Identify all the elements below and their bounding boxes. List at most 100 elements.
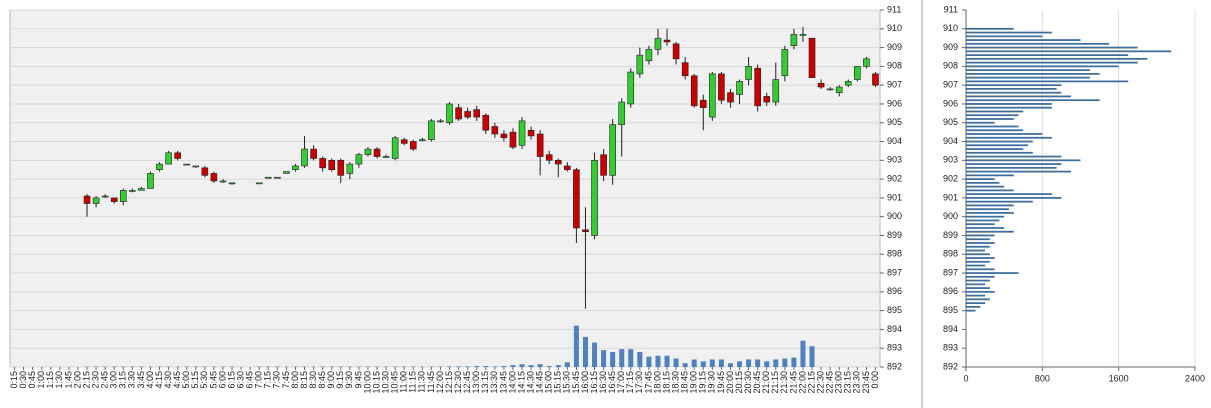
- profile-bar: [966, 185, 1005, 188]
- x-tick-label: 12:15: [444, 371, 454, 394]
- x-tick-label: 7:30: [272, 371, 282, 389]
- profile-bar: [966, 76, 1091, 79]
- candle-body: [92, 197, 100, 204]
- profile-bar: [966, 268, 995, 271]
- profile-bar: [966, 200, 1033, 203]
- profile-bar: [966, 155, 1062, 158]
- profile-bar: [966, 208, 1009, 211]
- candle-body: [301, 148, 308, 167]
- candle-body: [654, 37, 662, 50]
- volume-bar: [646, 356, 652, 367]
- profile-bar: [966, 309, 976, 312]
- y-tick-label: 905: [887, 117, 902, 127]
- profile-bar: [966, 148, 1024, 150]
- x-tick-label: 21:30: [779, 371, 789, 394]
- candle-body: [835, 86, 843, 93]
- x-tick-label: 8:30: [308, 371, 318, 389]
- candle-body: [446, 103, 453, 124]
- y-tick-label: 910: [887, 23, 902, 33]
- x-tick-label: 13:30: [489, 371, 499, 394]
- y-tick-label: 900: [943, 211, 958, 221]
- candle-body: [464, 111, 471, 118]
- candle-body: [509, 131, 517, 148]
- volume-bar: [528, 365, 534, 367]
- x-tick-label: 4:45: [172, 371, 182, 389]
- x-tick-label: 16:15: [589, 371, 599, 394]
- x-tick-label: 17:15: [625, 371, 635, 394]
- x-tick-label: 2:30: [90, 371, 100, 389]
- y-tick-label: 903: [887, 155, 902, 165]
- x-tick-label: 16:45: [607, 371, 617, 394]
- candle-body: [609, 124, 616, 176]
- candle-body: [500, 133, 508, 139]
- profile-bar: [966, 50, 1172, 53]
- volume-bar: [619, 349, 625, 367]
- x-tick-label: 7:45: [281, 371, 291, 389]
- x-tick-label: 20:15: [734, 371, 744, 394]
- x-tick-label: 8:00: [290, 371, 300, 389]
- candle-body: [826, 88, 834, 91]
- y-tick-label: 905: [943, 117, 958, 127]
- volume-bar: [746, 359, 752, 367]
- x-tick-label: 7:00: [254, 371, 264, 389]
- volume-bar: [510, 365, 516, 367]
- x-tick-label: 9:00: [326, 371, 336, 389]
- profile-bar: [966, 264, 986, 267]
- volume-bar: [465, 366, 471, 367]
- candle-body: [482, 114, 490, 131]
- y-tick-label: 899: [887, 230, 902, 240]
- candle-body: [781, 49, 789, 77]
- candle-body: [255, 182, 263, 185]
- profile-bar: [966, 287, 990, 289]
- x-tick-label: 3:15: [118, 371, 128, 389]
- volume-bar: [682, 363, 688, 367]
- profile-bar: [966, 189, 1014, 192]
- y-tick-label: 892: [943, 361, 958, 371]
- profile-bar: [966, 245, 990, 248]
- volume-bar: [546, 366, 552, 367]
- volume-bar: [447, 366, 453, 367]
- profile-bar: [966, 223, 995, 226]
- profile-bar: [966, 133, 1043, 135]
- y-tick-label: 904: [887, 136, 902, 146]
- candle-body: [201, 167, 209, 176]
- x-tick-label: 22:30: [815, 371, 825, 394]
- x-tick-label: 15:15: [553, 371, 563, 394]
- profile-bar: [966, 84, 1062, 87]
- candle-body: [582, 229, 589, 233]
- volume-bar: [700, 361, 706, 367]
- volume-bar: [555, 365, 561, 367]
- profile-bar: [966, 227, 1005, 229]
- x-tick-label: 0:00: [870, 371, 880, 389]
- profile-bar: [966, 219, 1000, 222]
- x-tick-label: 8:15: [299, 371, 309, 389]
- x-tick-label: 0: [963, 373, 968, 383]
- profile-bar: [966, 39, 1081, 41]
- x-tick-label: 9:15: [335, 371, 345, 389]
- profile-bar: [966, 305, 981, 308]
- candle-body: [799, 34, 807, 36]
- x-tick-label: 6:30: [235, 371, 245, 389]
- x-tick-label: 1:00: [36, 371, 46, 389]
- candle-body: [763, 96, 771, 103]
- y-tick-label: 897: [943, 267, 958, 277]
- candle-body: [636, 54, 644, 75]
- x-tick-label: 21:45: [788, 371, 798, 394]
- x-tick-label: 5:15: [190, 371, 200, 389]
- candle-body: [672, 43, 680, 60]
- y-tick-label: 908: [887, 61, 902, 71]
- profile-bar: [966, 178, 995, 181]
- x-tick-label: 19:45: [716, 371, 726, 394]
- y-tick-label: 906: [943, 98, 958, 108]
- y-tick-label: 908: [943, 61, 958, 71]
- x-tick-label: 17:00: [616, 371, 626, 394]
- volume-bar: [691, 359, 697, 367]
- y-tick-label: 896: [887, 286, 902, 296]
- x-tick-label: 2:45: [100, 371, 110, 389]
- candle-body: [554, 160, 562, 165]
- y-tick-label: 906: [887, 98, 902, 108]
- candle-body: [428, 120, 435, 140]
- candle-body: [600, 154, 607, 176]
- x-tick-label: 0:45: [27, 371, 37, 389]
- candle-body: [156, 163, 163, 171]
